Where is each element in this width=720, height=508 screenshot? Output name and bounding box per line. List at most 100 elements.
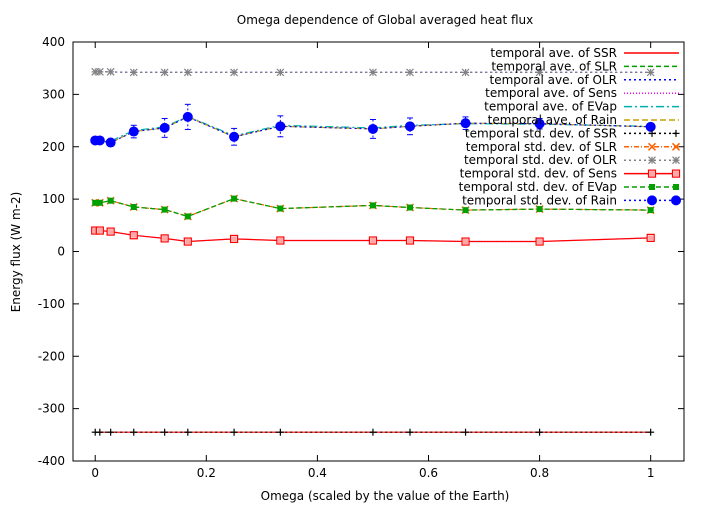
data-point: [160, 68, 169, 77]
legend-label: temporal std. dev. of EVap: [459, 180, 617, 194]
data-point: [368, 236, 378, 245]
axis-ticks: -400 -300 -200 -100 0 100 200 300 400 0 0.2 0.4 0.6 0…: [38, 35, 684, 480]
y-tick-label: -300: [38, 402, 65, 416]
data-point: [646, 233, 655, 242]
data-point: [277, 205, 284, 212]
data-point: [647, 195, 657, 206]
data-point: [647, 169, 657, 178]
data-point: [535, 68, 544, 77]
data-point: [647, 428, 655, 436]
data-point: [460, 118, 471, 129]
data-point: [96, 428, 104, 436]
data-point: [130, 428, 138, 436]
data-point: [96, 199, 103, 206]
data-point: [95, 67, 104, 76]
data-point: [183, 237, 192, 246]
data-point: [129, 68, 138, 77]
data-point: [534, 118, 545, 129]
data-point: [275, 121, 286, 132]
data-point: [129, 231, 138, 240]
data-point: [161, 206, 168, 213]
data-point: [367, 123, 378, 134]
data-point: [276, 68, 285, 77]
data-point: [229, 131, 240, 142]
data-point: [276, 428, 284, 436]
data-point: [184, 428, 192, 436]
legend-label: temporal std. dev. of Sens: [460, 167, 617, 181]
data-point: [128, 126, 139, 137]
data-point: [672, 129, 680, 137]
data-point: [106, 67, 115, 76]
data-point: [647, 207, 654, 214]
data-point: [645, 121, 656, 132]
x-tick-label: 0.2: [197, 466, 216, 480]
data-point: [130, 203, 137, 210]
legend-label: temporal ave. of Sens: [485, 86, 617, 100]
data-point: [462, 428, 470, 436]
data-point: [648, 156, 656, 165]
y-tick-label: 0: [57, 245, 65, 259]
data-point: [230, 428, 238, 436]
data-point: [182, 111, 193, 122]
y-tick-label: -200: [38, 349, 65, 363]
legend-label: temporal std. dev. of SLR: [466, 140, 617, 154]
data-point: [672, 156, 680, 165]
data-point: [107, 197, 114, 204]
legend-label: temporal std. dev. of SSR: [465, 126, 617, 140]
data-point: [404, 121, 415, 132]
data-point: [92, 199, 99, 206]
data-point: [536, 206, 543, 213]
data-point: [159, 122, 170, 133]
data-point: [649, 184, 655, 190]
data-point: [671, 142, 681, 151]
legend-label: temporal ave. of EVap: [484, 100, 617, 114]
y-tick-label: 200: [42, 140, 65, 154]
y-tick-label: 400: [42, 35, 65, 49]
data-point: [369, 202, 376, 209]
legend-label: temporal ave. of SLR: [491, 59, 617, 73]
data-point: [94, 135, 105, 146]
legend-label: temporal ave. of Rain: [488, 113, 617, 127]
x-tick-label: 0.4: [308, 466, 327, 480]
y-tick-label: 100: [42, 192, 65, 206]
x-tick-label: 0: [91, 466, 99, 480]
data-point: [671, 169, 681, 178]
data-point: [535, 237, 544, 246]
data-point: [276, 236, 285, 245]
data-point: [462, 207, 469, 214]
data-point: [405, 236, 415, 245]
y-tick-label: -400: [38, 454, 65, 468]
data-point: [105, 137, 116, 148]
chart-title: Omega dependence of Global averaged heat…: [237, 13, 533, 27]
legend-label: temporal std. dev. of Rain: [462, 193, 617, 207]
data-point: [107, 428, 115, 436]
data-point: [406, 204, 413, 211]
data-point: [161, 428, 169, 436]
data-point: [648, 129, 656, 137]
y-tick-label: 300: [42, 87, 65, 101]
y-tick-label: -100: [38, 297, 65, 311]
data-point: [231, 195, 238, 202]
data-point: [646, 68, 655, 77]
data-point: [673, 184, 679, 190]
x-axis-label: Omega (scaled by the value of the Earth): [261, 489, 510, 503]
legend-label: temporal std. dev. of OLR: [464, 153, 617, 167]
data-point: [536, 428, 544, 436]
y-axis-label: Energy flux (W m-2): [9, 192, 23, 313]
data-point: [671, 195, 681, 206]
data-point: [230, 68, 239, 77]
data-point: [106, 227, 115, 236]
data-point: [229, 234, 239, 244]
data-point: [160, 234, 169, 243]
data-point: [369, 428, 377, 436]
data-point: [184, 213, 191, 220]
x-tick-label: 1: [647, 466, 655, 480]
series-markers: [90, 67, 656, 436]
x-tick-label: 0.8: [530, 466, 549, 480]
legend-label: temporal ave. of SSR: [490, 46, 617, 60]
data-point: [406, 428, 414, 436]
data-point: [461, 68, 470, 77]
